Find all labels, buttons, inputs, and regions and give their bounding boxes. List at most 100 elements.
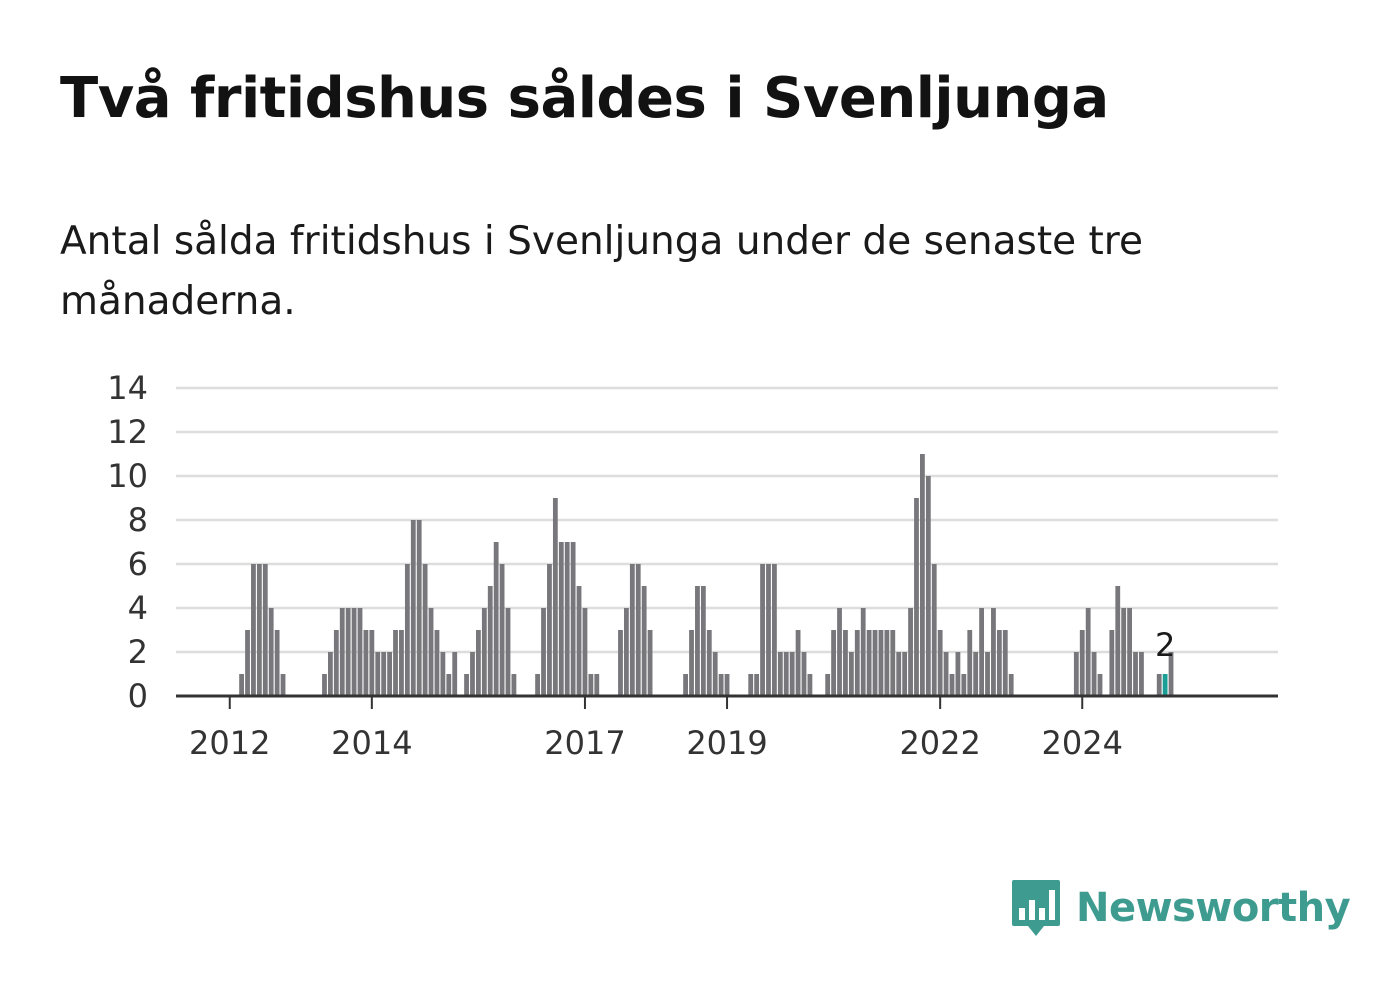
bar [689,630,694,696]
bar [996,630,1002,696]
bar [446,674,452,696]
bar [789,652,795,696]
bar [499,564,505,696]
bar [481,608,487,696]
y-tick-label: 14 [107,369,148,407]
y-tick-label: 0 [128,677,148,715]
bar [476,630,481,696]
bar [925,476,931,696]
bar [582,608,588,696]
bar [410,520,416,696]
bar [1079,630,1085,696]
x-tick-label: 2014 [331,724,412,762]
bar [872,630,878,696]
bar [931,564,937,696]
bar [434,630,440,696]
bar [280,674,286,696]
bar [541,608,546,696]
bar [393,630,398,696]
bar [333,630,339,696]
bar [843,630,848,696]
bars [239,454,1174,696]
brand-name: Newsworthy [1076,885,1351,931]
bar [801,652,807,696]
bar [700,586,706,696]
bar [712,652,718,696]
bar [837,608,842,696]
axes [176,694,1278,709]
bar [1133,652,1138,696]
bar [943,652,949,696]
bar [991,608,996,696]
bar [251,564,256,696]
y-tick-label: 2 [128,633,148,671]
y-tick-label: 12 [107,413,148,451]
bar [1109,630,1115,696]
bar [1156,674,1162,696]
bar [363,630,369,696]
bar [1139,652,1144,696]
bar [245,630,250,696]
bar [825,674,831,696]
x-tick-label: 2019 [686,724,767,762]
bar [647,630,653,696]
bar-chart: 0 2 4 6 8 10 12 14 2012 2014 2017 2019 2022 2024 2 [107,369,1278,762]
bar [1127,608,1132,696]
bar [831,630,836,696]
bar [1168,652,1174,696]
bar [322,674,327,696]
y-tick-label: 6 [128,545,148,583]
bar [470,652,475,696]
bar [724,674,730,696]
bar [914,498,919,696]
bar [588,674,594,696]
bar [772,564,777,696]
bar [718,674,724,696]
bar [766,564,771,696]
bar [1085,608,1091,696]
bar [381,652,387,696]
bar [552,498,558,696]
bar [351,608,357,696]
chart-title: Två fritidshus såldes i Svenljunga [60,66,1109,131]
highlight-data-label: 2 [1155,626,1175,664]
bar [339,608,345,696]
bar [558,542,564,696]
bar [754,674,760,696]
bar [890,630,896,696]
bar [683,674,688,696]
bar [973,652,979,696]
bar [1121,608,1127,696]
bar [594,674,600,696]
bar [706,630,712,696]
bar [440,652,446,696]
newsworthy-logo: Newsworthy [1010,878,1351,938]
bar [695,586,700,696]
bar [547,564,552,696]
bar [274,630,280,696]
bar [807,674,813,696]
bar [1002,630,1008,696]
bar [416,520,422,696]
bar [511,674,517,696]
bar [884,630,890,696]
bar [920,454,925,696]
bar [961,674,967,696]
bar [795,630,801,696]
bar [387,652,392,696]
bar [937,630,943,696]
x-tick-label: 2012 [189,724,270,762]
bar [949,674,955,696]
bar [576,586,582,696]
bar [399,630,404,696]
bar [256,564,262,696]
bar [1073,652,1079,696]
bar [760,564,765,696]
bar [357,608,363,696]
bar [618,630,623,696]
bar [1008,674,1014,696]
bar [908,608,913,696]
bar [641,586,647,696]
bar [896,652,902,696]
x-tick-label: 2024 [1042,724,1123,762]
